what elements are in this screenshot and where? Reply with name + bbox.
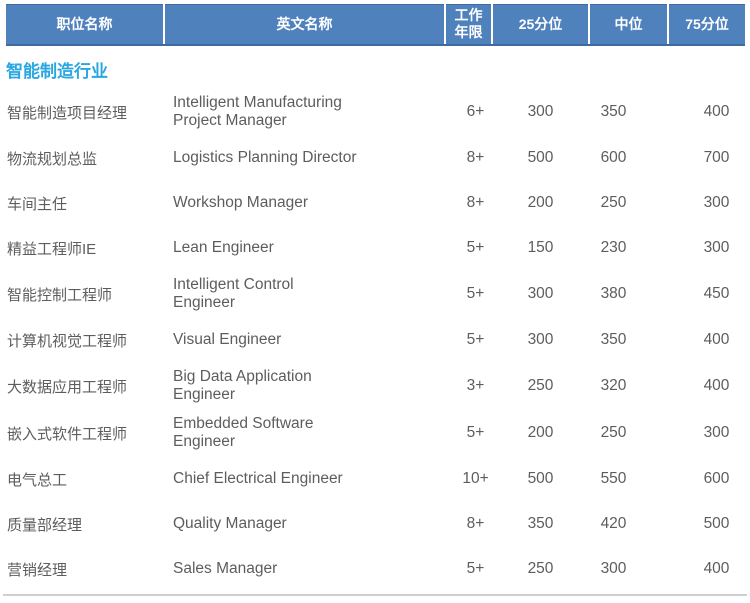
position-name-en: Intelligent Control Engineer	[173, 276, 294, 311]
percentile-25-value: 300	[527, 103, 554, 120]
percentile-75-value: 300	[703, 239, 730, 256]
percentile-75-value: 400	[703, 377, 730, 394]
position-name-cn: 精益工程师IE	[7, 240, 97, 258]
work-years: 5+	[466, 560, 485, 577]
percentile-25-value: 500	[527, 149, 554, 166]
header-row: 职位名称 英文名称 工作年限 25分位 中位 75分位	[6, 4, 745, 46]
percentile-25-value: 300	[527, 331, 554, 348]
work-years: 3+	[466, 377, 485, 394]
median-value: 230	[600, 239, 627, 256]
table-row: 电气总工 Chief Electrical Engineer 10+ 500 5…	[6, 457, 745, 502]
table-row: 质量部经理 Quality Manager 8+ 350 420 500	[6, 502, 745, 547]
work-years: 8+	[466, 149, 485, 166]
column-header-median: 中位	[588, 4, 668, 46]
percentile-75-value: 500	[703, 515, 730, 532]
table-row: 营销经理 Sales Manager 5+ 250 300 400	[6, 547, 745, 592]
table-row: 计算机视觉工程师 Visual Engineer 5+ 300 350 400	[6, 318, 745, 363]
work-years: 5+	[466, 424, 485, 441]
percentile-75-value: 300	[703, 194, 730, 211]
percentile-25-value: 200	[527, 424, 554, 441]
median-value: 300	[600, 560, 627, 577]
table-row: 精益工程师IE Lean Engineer 5+ 150 230 300	[6, 226, 745, 271]
median-value: 550	[600, 470, 627, 487]
percentile-75-value: 700	[703, 149, 730, 166]
median-value: 250	[600, 424, 627, 441]
position-name-en: Big Data Application Engineer	[173, 368, 312, 403]
work-years: 5+	[466, 331, 485, 348]
position-name-en: Workshop Manager	[173, 194, 308, 211]
table-row: 嵌入式软件工程师 Embedded Software Engineer 5+ 2…	[6, 410, 745, 457]
percentile-25-value: 300	[527, 285, 554, 302]
table-header: 职位名称 英文名称 工作年限 25分位 中位 75分位	[6, 4, 745, 46]
work-years: 5+	[466, 239, 485, 256]
percentile-75-value: 600	[703, 470, 730, 487]
work-years: 8+	[466, 194, 485, 211]
percentile-75-value: 400	[703, 103, 730, 120]
position-name-en: Intelligent Manufacturing Project Manage…	[173, 94, 342, 129]
table-row: 智能控制工程师 Intelligent Control Engineer 5+ …	[6, 271, 745, 318]
percentile-25-value: 500	[527, 470, 554, 487]
table-row: 大数据应用工程师 Big Data Application Engineer 3…	[6, 363, 745, 410]
column-header-work-years: 工作年限	[444, 4, 492, 46]
median-value: 600	[600, 149, 627, 166]
column-header-percentile-25: 25分位	[491, 4, 589, 46]
work-years: 5+	[466, 285, 485, 302]
position-name-cn: 车间主任	[7, 195, 68, 213]
position-name-cn: 营销经理	[7, 561, 68, 579]
median-value: 380	[600, 285, 627, 302]
median-value: 250	[600, 194, 627, 211]
work-years: 6+	[466, 103, 485, 120]
position-name-en: Embedded Software Engineer	[173, 415, 314, 450]
position-name-cn: 计算机视觉工程师	[7, 332, 128, 350]
percentile-25-value: 250	[527, 377, 554, 394]
position-name-en: Lean Engineer	[173, 239, 274, 256]
table-body: 智能制造行业 智能制造项目经理 Intelligent Manufacturin…	[6, 45, 745, 592]
column-header-percentile-75: 75分位	[667, 4, 745, 46]
percentile-75-value: 400	[703, 560, 730, 577]
position-name-cn: 智能制造项目经理	[7, 104, 128, 122]
section-title-row: 智能制造行业	[6, 45, 745, 89]
position-name-en: Sales Manager	[173, 560, 278, 577]
table-row: 智能制造项目经理 Intelligent Manufacturing Proje…	[6, 89, 745, 136]
percentile-75-value: 300	[703, 424, 730, 441]
position-name-en: Quality Manager	[173, 515, 287, 532]
percentile-25-value: 200	[527, 194, 554, 211]
position-name-en: Logistics Planning Director	[173, 149, 357, 166]
position-name-cn: 质量部经理	[7, 516, 83, 534]
position-name-cn: 电气总工	[7, 471, 68, 489]
position-name-en: Chief Electrical Engineer	[173, 470, 343, 487]
bottom-divider	[3, 593, 747, 596]
position-name-cn: 大数据应用工程师	[7, 378, 128, 396]
table-row: 车间主任 Workshop Manager 8+ 200 250 300	[6, 181, 745, 226]
position-name-en: Visual Engineer	[173, 331, 282, 348]
median-value: 420	[600, 515, 627, 532]
section-title: 智能制造行业	[6, 61, 108, 81]
position-name-cn: 嵌入式软件工程师	[7, 425, 128, 443]
percentile-75-value: 400	[703, 331, 730, 348]
column-header-position-en: 英文名称	[163, 4, 445, 46]
percentile-25-value: 250	[527, 560, 554, 577]
table-row: 物流规划总监 Logistics Planning Director 8+ 50…	[6, 136, 745, 181]
percentile-75-value: 450	[703, 285, 730, 302]
position-name-cn: 智能控制工程师	[7, 286, 113, 304]
position-name-cn: 物流规划总监	[7, 150, 98, 168]
column-header-position-cn: 职位名称	[6, 4, 164, 46]
percentile-25-value: 150	[527, 239, 554, 256]
salary-table: 职位名称 英文名称 工作年限 25分位 中位 75分位 智能制造行业 智能制造项…	[6, 4, 745, 592]
median-value: 350	[600, 331, 627, 348]
work-years: 10+	[462, 470, 489, 487]
median-value: 350	[600, 103, 627, 120]
median-value: 320	[600, 377, 627, 394]
percentile-25-value: 350	[527, 515, 554, 532]
work-years: 8+	[466, 515, 485, 532]
